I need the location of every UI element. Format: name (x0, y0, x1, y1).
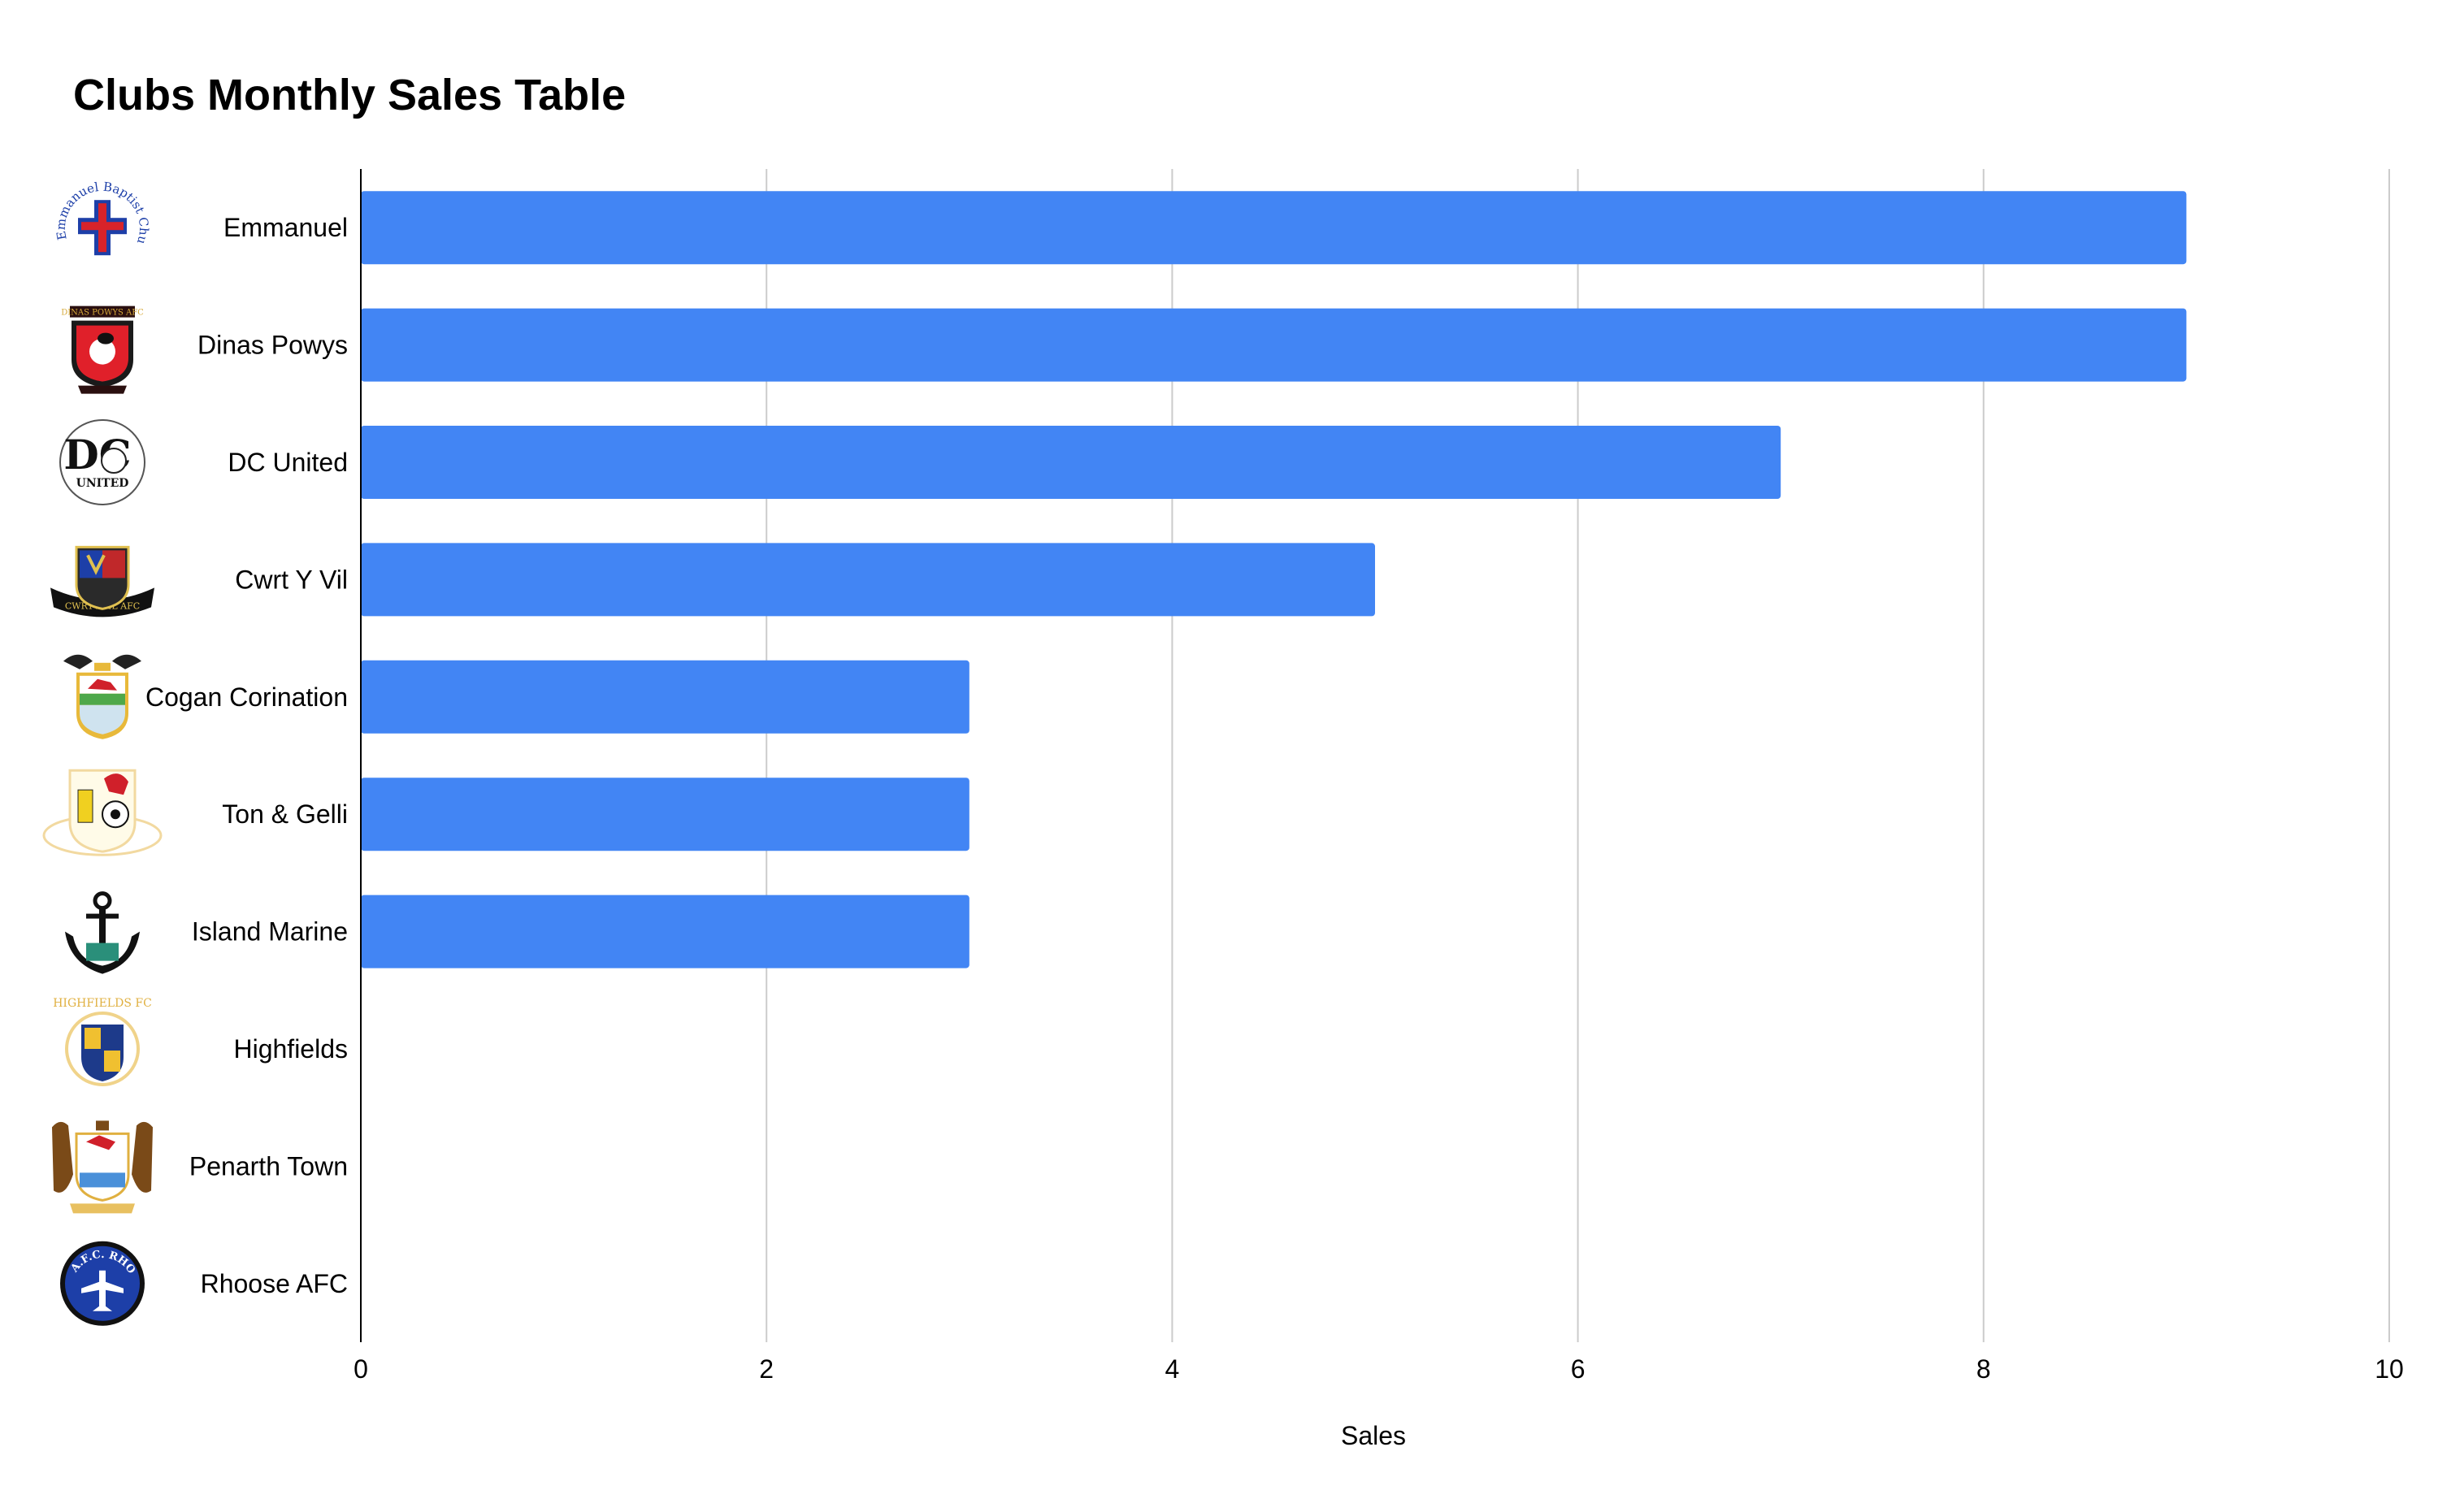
penarth-town-crest (52, 1120, 153, 1214)
bar (361, 426, 1781, 499)
svg-text:HIGHFIELDS FC: HIGHFIELDS FC (53, 997, 152, 1010)
category-label: Ton & Gelli (222, 799, 348, 829)
category-label: Penarth Town (189, 1151, 348, 1181)
cogan-coronation-crest (63, 654, 141, 739)
x-axis-title: Sales (1341, 1421, 1406, 1450)
bar (361, 778, 970, 851)
x-tick-label: 2 (759, 1354, 774, 1384)
category-label: Dinas Powys (197, 331, 348, 360)
category-label: Emmanuel (223, 213, 348, 242)
island-marine-anchor-crest (65, 891, 140, 974)
emmanuel-baptist-church-fc-crest: Emmanuel Baptist Church FC (54, 180, 151, 256)
axes: 0 2 4 6 8 10 (354, 169, 2404, 1384)
category-label: DC United (228, 448, 348, 477)
svg-text:DINAS POWYS AFC: DINAS POWYS AFC (61, 309, 144, 318)
highfields-fc-crest: HIGHFIELDS FC (53, 997, 152, 1086)
chart-title: Clubs Monthly Sales Table (73, 71, 626, 119)
category-label: Cwrt Y Vil (235, 565, 348, 594)
bar (361, 543, 1375, 617)
bar (361, 191, 2187, 265)
x-tick-label: 0 (354, 1354, 368, 1384)
ton-and-gelli-crest (42, 769, 163, 856)
category-labels: Emmanuel Dinas Powys DC United Cwrt Y Vil Co… (145, 213, 348, 1298)
bar (361, 308, 2187, 382)
rhoose-afc-crest: A.F.C. RHOOSE (60, 1241, 145, 1326)
dinas-powys-afc-crest: DINAS POWYS AFC (61, 305, 144, 394)
cwrt-y-vil-afc-crest: CWRT-Y-VIL AFC (50, 545, 154, 617)
category-label: Cogan Corination (145, 682, 348, 712)
x-tick-label: 10 (2375, 1354, 2404, 1384)
category-label: Rhoose AFC (201, 1269, 348, 1298)
club-logos: Emmanuel Baptist Church FC DINAS POWYS AF… (42, 180, 163, 1326)
x-tick-label: 8 (1976, 1354, 1991, 1384)
x-tick-label: 4 (1165, 1354, 1180, 1384)
bar (361, 895, 970, 968)
category-label: Island Marine (192, 917, 348, 947)
svg-text:UNITED: UNITED (76, 477, 129, 490)
bars (361, 191, 2187, 968)
bar (361, 660, 970, 734)
category-label: Highfields (233, 1034, 348, 1064)
x-tick-label: 6 (1571, 1354, 1586, 1384)
